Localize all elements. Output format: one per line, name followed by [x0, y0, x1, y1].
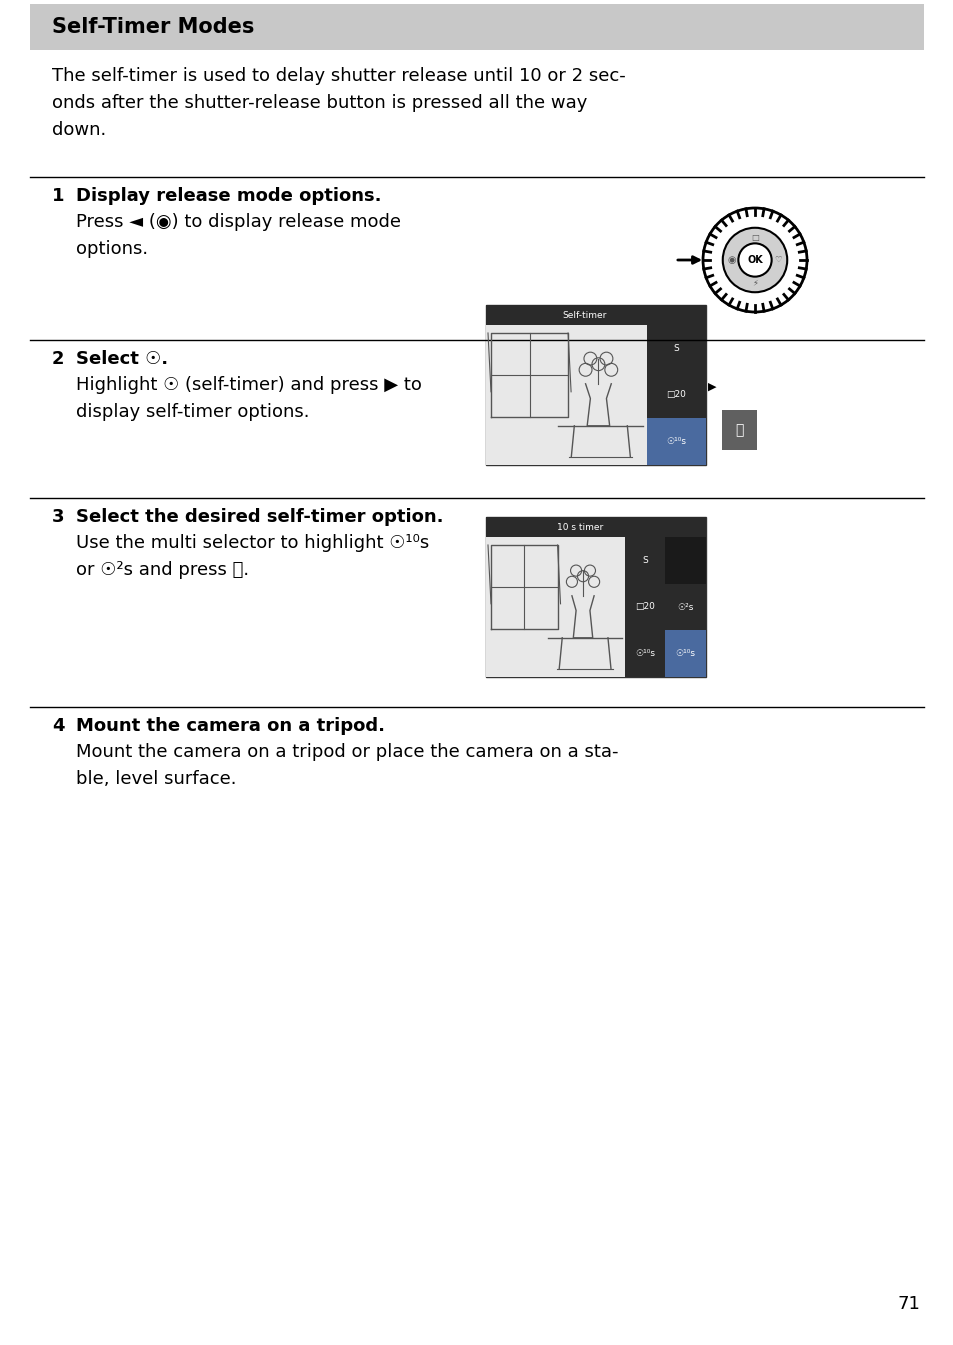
- Text: 2: 2: [52, 350, 65, 369]
- Text: Highlight ☉ (self-timer) and press ▶ to
display self-timer options.: Highlight ☉ (self-timer) and press ▶ to …: [76, 377, 421, 421]
- FancyBboxPatch shape: [30, 4, 923, 50]
- FancyBboxPatch shape: [624, 537, 664, 584]
- FancyBboxPatch shape: [624, 631, 664, 677]
- FancyBboxPatch shape: [624, 584, 664, 631]
- Text: ◉: ◉: [727, 256, 736, 265]
- Text: S: S: [641, 555, 647, 565]
- FancyBboxPatch shape: [485, 537, 624, 677]
- Text: Use the multi selector to highlight ☉¹⁰s
or ☉²s and press Ⓞ.: Use the multi selector to highlight ☉¹⁰s…: [76, 534, 429, 580]
- Circle shape: [738, 243, 771, 277]
- FancyBboxPatch shape: [485, 516, 705, 537]
- FancyBboxPatch shape: [485, 305, 705, 325]
- Text: ☉¹⁰s: ☉¹⁰s: [665, 437, 685, 447]
- Text: □20: □20: [635, 603, 654, 612]
- Text: ▶: ▶: [707, 382, 716, 391]
- Text: Mount the camera on a tripod.: Mount the camera on a tripod.: [76, 717, 385, 734]
- FancyBboxPatch shape: [664, 631, 705, 677]
- Circle shape: [722, 227, 786, 292]
- Text: Select ☉.: Select ☉.: [76, 350, 168, 369]
- Text: 71: 71: [896, 1295, 919, 1313]
- Text: Select the desired self-timer option.: Select the desired self-timer option.: [76, 508, 443, 526]
- FancyBboxPatch shape: [721, 410, 757, 451]
- FancyBboxPatch shape: [646, 418, 705, 465]
- FancyBboxPatch shape: [485, 325, 646, 465]
- Text: 3: 3: [52, 508, 65, 526]
- Text: Display release mode options.: Display release mode options.: [76, 187, 381, 204]
- Text: □: □: [750, 233, 759, 242]
- Text: Press ◄ (◉) to display release mode
options.: Press ◄ (◉) to display release mode opti…: [76, 213, 400, 258]
- Text: Mount the camera on a tripod or place the camera on a sta-
ble, level surface.: Mount the camera on a tripod or place th…: [76, 742, 618, 788]
- FancyBboxPatch shape: [485, 516, 705, 677]
- FancyBboxPatch shape: [485, 305, 705, 465]
- Text: ☉¹⁰s: ☉¹⁰s: [675, 650, 695, 658]
- Text: The self-timer is used to delay shutter release until 10 or 2 sec-
onds after th: The self-timer is used to delay shutter …: [52, 67, 625, 139]
- Text: Self-Timer Modes: Self-Timer Modes: [52, 17, 254, 38]
- Text: ♡: ♡: [773, 256, 781, 265]
- FancyBboxPatch shape: [646, 371, 705, 418]
- Text: □20: □20: [665, 390, 685, 399]
- FancyBboxPatch shape: [664, 537, 705, 584]
- Text: 📷: 📷: [734, 422, 742, 437]
- Text: OK: OK: [746, 256, 762, 265]
- Text: S: S: [673, 344, 679, 352]
- Text: 10 s timer: 10 s timer: [557, 522, 603, 531]
- Text: ⚡: ⚡: [751, 278, 757, 288]
- Text: Self-timer: Self-timer: [562, 311, 606, 320]
- Text: 1: 1: [52, 187, 65, 204]
- FancyBboxPatch shape: [664, 584, 705, 631]
- Text: 4: 4: [52, 717, 65, 734]
- Text: ☉¹⁰s: ☉¹⁰s: [635, 650, 655, 658]
- FancyBboxPatch shape: [646, 325, 705, 371]
- Text: ☉²s: ☉²s: [677, 603, 693, 612]
